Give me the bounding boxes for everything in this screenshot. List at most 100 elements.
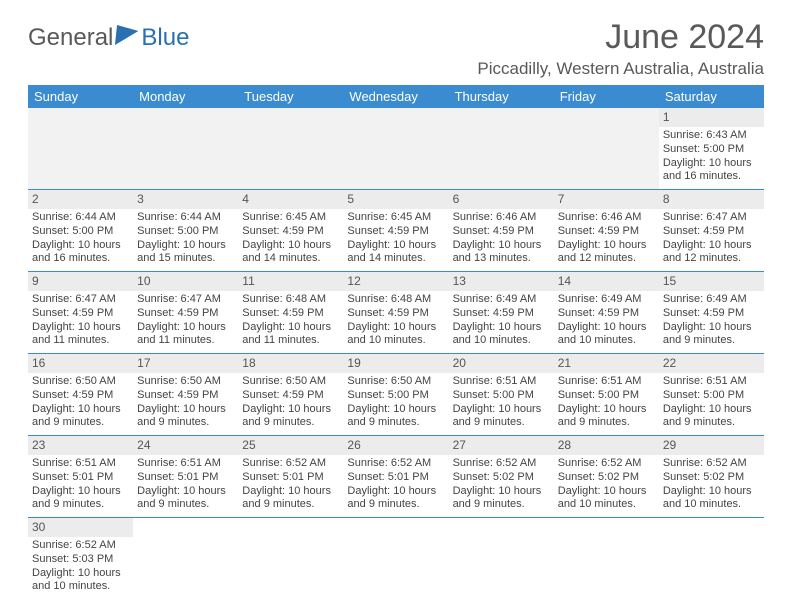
day-number: 27 bbox=[449, 436, 554, 455]
header: General Blue June 2024 Piccadilly, Weste… bbox=[28, 18, 764, 79]
day-number: 3 bbox=[133, 190, 238, 209]
sunset-line: Sunset: 4:59 PM bbox=[137, 307, 234, 321]
day-cell-1: 1Sunrise: 6:43 AMSunset: 5:00 PMDaylight… bbox=[659, 108, 764, 190]
sunrise-line: Sunrise: 6:48 AM bbox=[242, 293, 339, 307]
day-number: 23 bbox=[28, 436, 133, 455]
col-header-thursday: Thursday bbox=[449, 85, 554, 108]
day-number: 9 bbox=[28, 272, 133, 291]
daylight-line: Daylight: 10 hours and 9 minutes. bbox=[242, 485, 339, 513]
day-cell-29: 29Sunrise: 6:52 AMSunset: 5:02 PMDayligh… bbox=[659, 436, 764, 518]
sunset-line: Sunset: 5:00 PM bbox=[347, 389, 444, 403]
sunrise-line: Sunrise: 6:52 AM bbox=[242, 457, 339, 471]
sunrise-line: Sunrise: 6:49 AM bbox=[558, 293, 655, 307]
sail-icon bbox=[115, 25, 139, 45]
daylight-line: Daylight: 10 hours and 13 minutes. bbox=[453, 239, 550, 267]
page-title: June 2024 bbox=[477, 18, 764, 57]
day-number: 7 bbox=[554, 190, 659, 209]
daylight-line: Daylight: 10 hours and 12 minutes. bbox=[663, 239, 760, 267]
day-number: 20 bbox=[449, 354, 554, 373]
sunset-line: Sunset: 5:01 PM bbox=[347, 471, 444, 485]
day-cell-10: 10Sunrise: 6:47 AMSunset: 4:59 PMDayligh… bbox=[133, 272, 238, 354]
sunset-line: Sunset: 5:00 PM bbox=[137, 225, 234, 239]
sunset-line: Sunset: 4:59 PM bbox=[453, 307, 550, 321]
sunset-line: Sunset: 4:59 PM bbox=[347, 307, 444, 321]
col-header-monday: Monday bbox=[133, 85, 238, 108]
day-cell-16: 16Sunrise: 6:50 AMSunset: 4:59 PMDayligh… bbox=[28, 354, 133, 436]
daylight-line: Daylight: 10 hours and 14 minutes. bbox=[347, 239, 444, 267]
day-number: 15 bbox=[659, 272, 764, 291]
day-number: 8 bbox=[659, 190, 764, 209]
col-header-saturday: Saturday bbox=[659, 85, 764, 108]
sunset-line: Sunset: 5:01 PM bbox=[242, 471, 339, 485]
sunset-line: Sunset: 4:59 PM bbox=[663, 307, 760, 321]
sunrise-line: Sunrise: 6:47 AM bbox=[663, 211, 760, 225]
day-number: 28 bbox=[554, 436, 659, 455]
col-header-friday: Friday bbox=[554, 85, 659, 108]
sunrise-line: Sunrise: 6:50 AM bbox=[137, 375, 234, 389]
sunrise-line: Sunrise: 6:48 AM bbox=[347, 293, 444, 307]
sunset-line: Sunset: 4:59 PM bbox=[453, 225, 550, 239]
day-number: 19 bbox=[343, 354, 448, 373]
brand-text-b: Blue bbox=[141, 24, 189, 52]
daylight-line: Daylight: 10 hours and 9 minutes. bbox=[558, 403, 655, 431]
daylight-line: Daylight: 10 hours and 9 minutes. bbox=[453, 485, 550, 513]
location-subtitle: Piccadilly, Western Australia, Australia bbox=[477, 59, 764, 79]
day-number: 30 bbox=[28, 518, 133, 537]
day-cell-17: 17Sunrise: 6:50 AMSunset: 4:59 PMDayligh… bbox=[133, 354, 238, 436]
sunset-line: Sunset: 5:02 PM bbox=[558, 471, 655, 485]
sunrise-line: Sunrise: 6:47 AM bbox=[32, 293, 129, 307]
day-number: 1 bbox=[659, 108, 764, 127]
sunrise-line: Sunrise: 6:52 AM bbox=[347, 457, 444, 471]
day-cell-3: 3Sunrise: 6:44 AMSunset: 5:00 PMDaylight… bbox=[133, 190, 238, 272]
day-cell-6: 6 Sunrise: 6:46 AMSunset: 4:59 PMDaylight… bbox=[449, 190, 554, 272]
empty-cell bbox=[343, 108, 448, 190]
sunrise-line: Sunrise: 6:43 AM bbox=[663, 129, 760, 143]
day-number: 18 bbox=[238, 354, 343, 373]
col-header-sunday: Sunday bbox=[28, 85, 133, 108]
calendar-header-row: SundayMondayTuesdayWednesdayThursdayFrid… bbox=[28, 85, 764, 108]
sunrise-line: Sunrise: 6:46 AM bbox=[453, 211, 550, 225]
daylight-line: Daylight: 10 hours and 11 minutes. bbox=[32, 321, 129, 349]
col-header-tuesday: Tuesday bbox=[238, 85, 343, 108]
daylight-line: Daylight: 10 hours and 10 minutes. bbox=[347, 321, 444, 349]
sunset-line: Sunset: 5:02 PM bbox=[453, 471, 550, 485]
sunrise-line: Sunrise: 6:45 AM bbox=[347, 211, 444, 225]
day-number: 6 bbox=[449, 190, 554, 209]
sunset-line: Sunset: 5:00 PM bbox=[453, 389, 550, 403]
empty-cell bbox=[133, 108, 238, 190]
empty-cell bbox=[133, 518, 238, 600]
day-number: 11 bbox=[238, 272, 343, 291]
empty-cell bbox=[28, 108, 133, 190]
day-cell-4: 4Sunrise: 6:45 AMSunset: 4:59 PMDaylight… bbox=[238, 190, 343, 272]
empty-cell bbox=[554, 108, 659, 190]
day-cell-20: 20Sunrise: 6:51 AMSunset: 5:00 PMDayligh… bbox=[449, 354, 554, 436]
sunrise-line: Sunrise: 6:45 AM bbox=[242, 211, 339, 225]
sunrise-line: Sunrise: 6:44 AM bbox=[137, 211, 234, 225]
brand-text-a: General bbox=[28, 24, 113, 52]
day-number: 13 bbox=[449, 272, 554, 291]
calendar-table: SundayMondayTuesdayWednesdayThursdayFrid… bbox=[28, 85, 764, 599]
day-cell-2: 2Sunrise: 6:44 AMSunset: 5:00 PMDaylight… bbox=[28, 190, 133, 272]
sunset-line: Sunset: 4:59 PM bbox=[242, 389, 339, 403]
day-number: 22 bbox=[659, 354, 764, 373]
sunrise-line: Sunrise: 6:50 AM bbox=[347, 375, 444, 389]
daylight-line: Daylight: 10 hours and 9 minutes. bbox=[663, 321, 760, 349]
day-number: 25 bbox=[238, 436, 343, 455]
sunrise-line: Sunrise: 6:46 AM bbox=[558, 211, 655, 225]
empty-cell bbox=[449, 108, 554, 190]
daylight-line: Daylight: 10 hours and 14 minutes. bbox=[242, 239, 339, 267]
sunrise-line: Sunrise: 6:52 AM bbox=[32, 539, 129, 553]
sunset-line: Sunset: 4:59 PM bbox=[663, 225, 760, 239]
day-number: 5 bbox=[343, 190, 448, 209]
day-cell-24: 24Sunrise: 6:51 AMSunset: 5:01 PMDayligh… bbox=[133, 436, 238, 518]
day-number: 17 bbox=[133, 354, 238, 373]
daylight-line: Daylight: 10 hours and 9 minutes. bbox=[137, 403, 234, 431]
day-number: 12 bbox=[343, 272, 448, 291]
sunrise-line: Sunrise: 6:52 AM bbox=[663, 457, 760, 471]
sunrise-line: Sunrise: 6:44 AM bbox=[32, 211, 129, 225]
daylight-line: Daylight: 10 hours and 10 minutes. bbox=[558, 321, 655, 349]
day-cell-8: 8 Sunrise: 6:47 AMSunset: 4:59 PMDaylight… bbox=[659, 190, 764, 272]
empty-cell bbox=[659, 518, 764, 600]
day-cell-14: 14Sunrise: 6:49 AMSunset: 4:59 PMDayligh… bbox=[554, 272, 659, 354]
sunset-line: Sunset: 4:59 PM bbox=[32, 307, 129, 321]
